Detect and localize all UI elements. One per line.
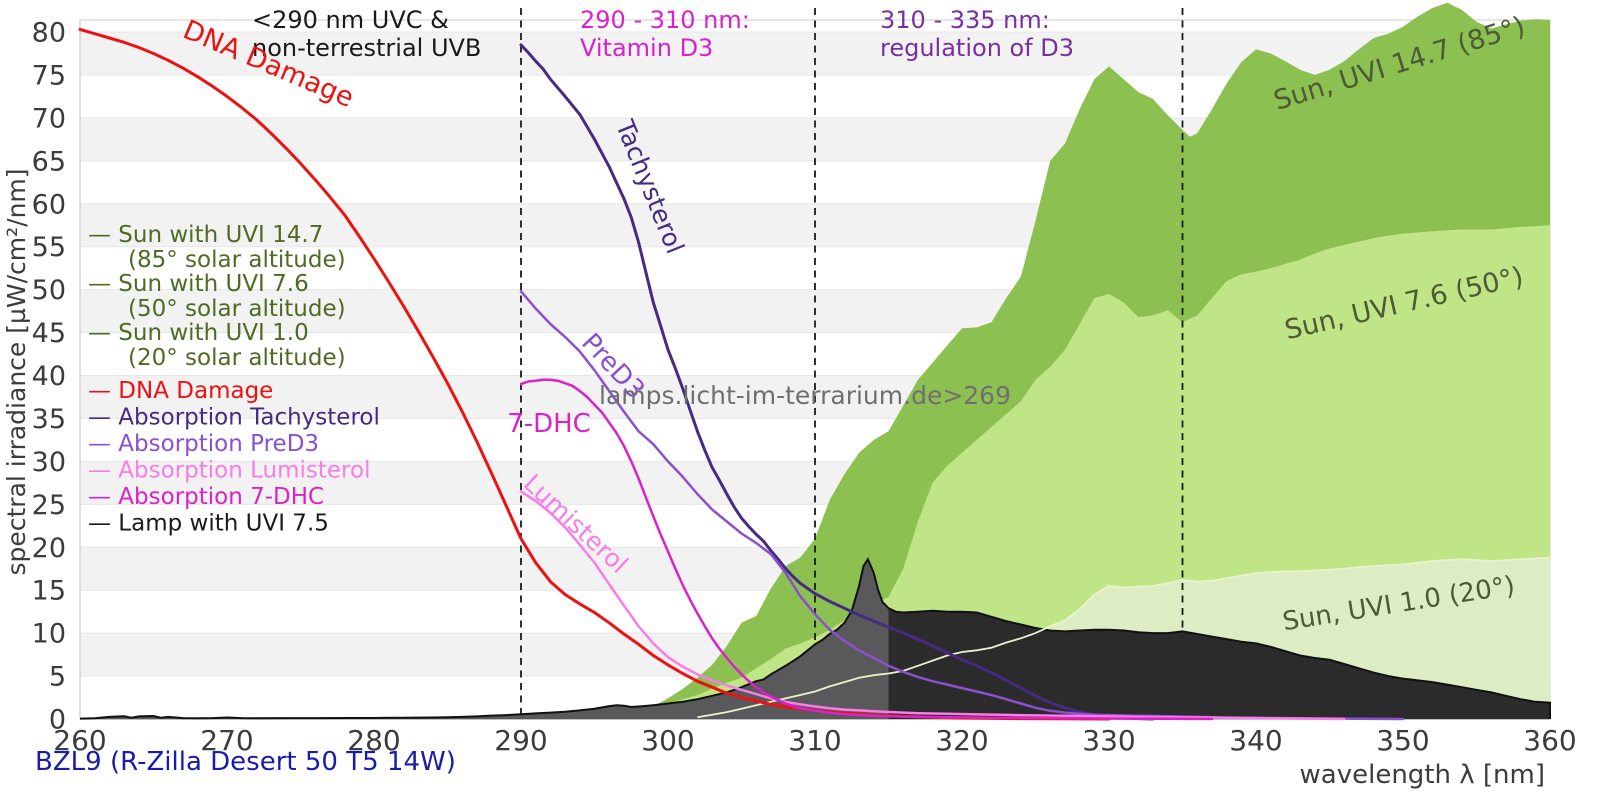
legend: — Sun with UVI 14.7(85° solar altitude)—… (88, 222, 380, 537)
annotation-regulation-line1: 310 - 335 nm: (880, 6, 1050, 34)
curve-lumisterol (519, 490, 1346, 721)
x-tick-label: 290 (494, 724, 547, 757)
x-tick-label: 300 (641, 724, 694, 757)
y-tick-label: 75 (32, 60, 66, 91)
y-tick-label: 65 (32, 146, 66, 177)
annotation-vitd3-line2: Vitamin D3 (580, 34, 713, 62)
curve-tachysterol (519, 43, 1155, 721)
legend-item: — Sun with UVI 14.7 (88, 222, 323, 248)
x-tick-label: 260 (53, 724, 106, 757)
action-spectra-curves (78, 27, 1405, 721)
sun-uvi-1-0-edge-line (697, 556, 1551, 719)
legend-item: — DNA Damage (88, 378, 273, 404)
legend-item: — Absorption Tachysterol (88, 405, 380, 431)
legend-item: — Sun with UVI 1.0 (88, 320, 309, 346)
y-tick-label: 0 (49, 705, 66, 736)
x-tick-label: 360 (1523, 724, 1576, 757)
annotation-vitd3-line1: 290 - 310 nm: (580, 6, 750, 34)
axis-ticks: 0 5 10 15 20 25 30 35 40 45 50 55 60 65 70 75 80 260 270 28… (32, 18, 1577, 758)
y-tick-label: 25 (32, 490, 66, 521)
legend-item: — Absorption PreD3 (88, 431, 319, 457)
y-axis-label: spectral irradiance [µW/cm²/nm] (2, 168, 31, 575)
legend-item-sub: (50° solar altitude) (128, 296, 346, 322)
y-tick-label: 5 (49, 662, 66, 693)
annotation-regulation-line2: regulation of D3 (880, 34, 1074, 62)
x-tick-label: 310 (788, 724, 841, 757)
x-tick-label: 320 (935, 724, 988, 757)
legend-item: — Absorption 7-DHC (88, 484, 324, 510)
x-axis-label: wavelength λ [nm] (1300, 760, 1545, 790)
y-tick-label: 35 (32, 404, 66, 435)
y-tick-label: 20 (32, 533, 66, 564)
y-tick-label: 15 (32, 576, 66, 607)
x-tick-label: 330 (1082, 724, 1135, 757)
x-tick-label: 270 (200, 724, 253, 757)
y-tick-label: 80 (32, 18, 66, 49)
y-tick-label: 45 (32, 318, 66, 349)
y-tick-label: 60 (32, 189, 66, 220)
area-lamp-uvb-segment (80, 559, 889, 719)
region-boundary-lines (520, 8, 1184, 719)
annotation-uvc-line1: <290 nm UVC & (252, 6, 449, 34)
x-tick-label: 350 (1376, 724, 1429, 757)
legend-item: — Absorption Lumisterol (88, 458, 370, 484)
curve-label-7dhc: 7-DHC (507, 409, 591, 439)
y-tick-label: 30 (32, 447, 66, 478)
y-tick-label: 70 (32, 103, 66, 134)
legend-item-sub: (20° solar altitude) (128, 345, 346, 371)
y-tick-label: 55 (32, 232, 66, 263)
y-tick-label: 10 (32, 619, 66, 650)
curve-dhc7 (519, 378, 1214, 721)
legend-item-sub: (85° solar altitude) (128, 247, 346, 273)
y-tick-label: 50 (32, 275, 66, 306)
curve-pred3 (519, 290, 1405, 721)
legend-item: — Lamp with UVI 7.5 (88, 511, 329, 537)
x-tick-label: 340 (1229, 724, 1282, 757)
y-tick-label: 40 (32, 361, 66, 392)
x-tick-label: 280 (347, 724, 400, 757)
legend-item: — Sun with UVI 7.6 (88, 271, 309, 297)
watermark: lamps.licht-im-terrarium.de>269 (599, 381, 1011, 410)
annotation-uvc-line2: non-terrestrial UVB (252, 34, 481, 62)
area-lamp (888, 608, 1550, 719)
chart-title-lamp-name: BZL9 (R-Zilla Desert 50 T5 14W) (35, 747, 456, 777)
